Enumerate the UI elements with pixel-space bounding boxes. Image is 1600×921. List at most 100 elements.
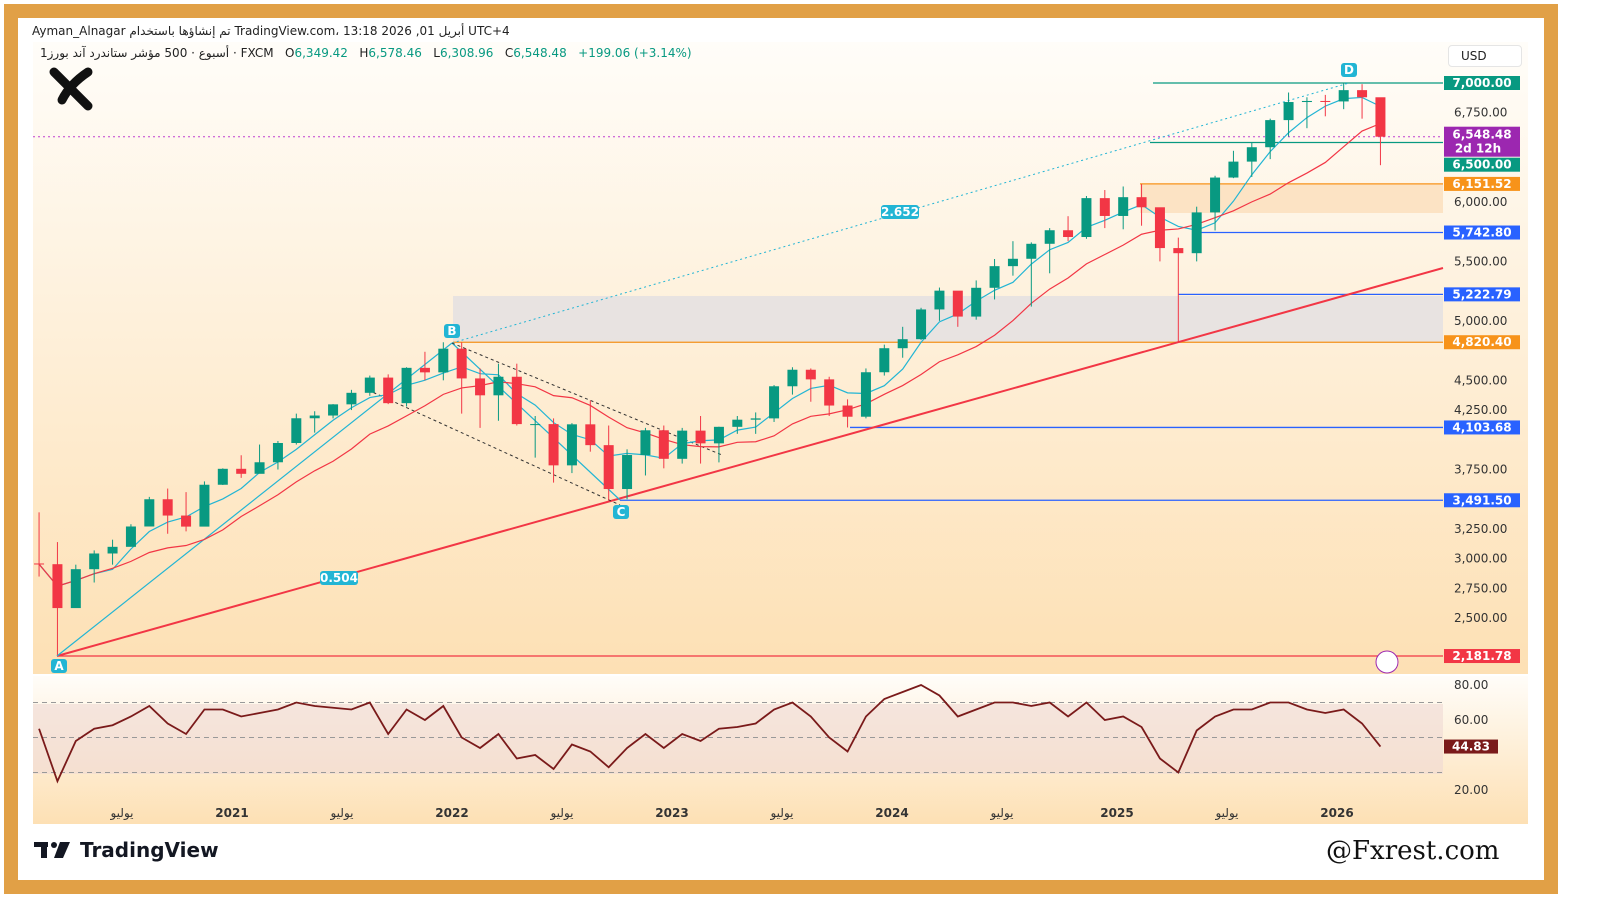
candle-body [971,287,982,317]
level-price-text: 4,820.40 [1452,335,1511,349]
rsi-value-text: 44.83 [1452,740,1490,754]
candle-body [217,468,228,485]
rsi-tick-label: 20.00 [1454,783,1488,797]
candle-body [934,290,945,310]
price-pane-background [33,42,1528,674]
candle-body [677,430,688,459]
time-tick-label: 2021 [215,806,248,820]
low-label: L [433,46,440,60]
candle-body [364,377,375,393]
candle-body [1228,161,1239,178]
candle-body [916,309,927,340]
high-value: 6,578.46 [368,46,422,60]
tradingview-wordmark: TradingView [80,838,219,862]
candle-body [1357,90,1368,98]
last-price-tag [1444,126,1520,157]
last-price-text: 6,548.48 [1452,128,1511,142]
rsi-tick-label: 60.00 [1454,713,1488,727]
price-tick-label: 3,000.00 [1454,552,1507,566]
candle-body [603,445,614,490]
level-price-tag [1444,493,1520,508]
level-price-tag [1444,335,1520,350]
candle-body [70,569,81,609]
candle-body [346,392,357,405]
time-tick-label: يوليو [549,806,573,821]
ratio-label: 0.504 [320,571,358,585]
level-price-tag [1444,649,1520,664]
price-tick-label: 4,500.00 [1454,373,1507,387]
candle-body [125,526,136,547]
candle-body [787,369,798,387]
high-label: H [359,46,369,60]
candle-body [695,430,706,444]
ratio-badge [320,571,358,585]
candle-body [309,415,320,419]
low-value: 6,308.96 [439,46,494,60]
rsi-band [33,704,1443,774]
candle-body [181,515,192,527]
time-tick-label: يوليو [109,806,133,821]
candle-body [272,443,283,463]
time-tick-label: 2026 [1320,806,1353,820]
candle-body [89,553,100,570]
candle-body [566,424,577,466]
candle-body [144,499,155,527]
candle-body [291,418,302,444]
change-value: +199.06 (+3.14%) [578,46,692,60]
candle-body [419,367,430,373]
tradingview-logo: TradingView [34,838,219,862]
currency-button[interactable]: USD [1448,45,1522,67]
candle-body [989,266,1000,288]
price-tick-label: 5,000.00 [1454,314,1507,328]
candle-body [1210,177,1221,213]
candle-body [548,424,559,466]
level-price-tag [1444,176,1520,191]
candle-body [658,430,669,459]
time-tick-label: يوليو [1214,806,1238,821]
candle-body [897,339,908,349]
candle-body [34,563,45,565]
candle-body [1007,258,1018,267]
price-tick-label: 3,750.00 [1454,463,1507,477]
rsi-tick-label: 80.00 [1454,678,1488,692]
candle-body [1320,100,1331,102]
level-price-text: 6,500.00 [1452,158,1511,172]
candle-body [879,348,890,373]
open-label: O [285,46,295,60]
tv-logo-icon [34,842,70,858]
candle-body [1246,147,1257,162]
candle-body [952,290,963,317]
close-value: 6,548.48 [513,46,567,60]
price-tick-label: 5,500.00 [1454,254,1507,268]
ratio-label: 2.652 [881,205,919,219]
candle-body [254,462,265,474]
candle-body [401,367,412,404]
point-marker [1341,63,1357,77]
candle-body [1044,230,1055,244]
candle-body [585,424,596,446]
candle-body [236,468,247,474]
time-tick-label: 2024 [875,806,908,820]
author-logo-icon [49,67,93,111]
ratio-badge [881,205,919,219]
candle-body [1136,197,1147,208]
point-marker [444,324,460,338]
candle-body [107,546,118,554]
level-price-tag [1444,225,1520,240]
candle-body [1154,207,1165,249]
range-box [453,296,1443,343]
author-handle: @Fxrest.com [1326,836,1500,866]
time-tick-label: يوليو [769,806,793,821]
level-price-text: 5,742.80 [1452,226,1511,240]
level-price-tag [1444,157,1520,172]
candle-body [732,419,743,427]
candle-body [842,405,853,417]
price-tick-label: 2,500.00 [1454,611,1507,625]
price-tick-label: 3,250.00 [1454,522,1507,536]
candle-body [1099,198,1110,216]
point-label: B [447,324,456,338]
candle-body [52,564,63,609]
channel-upper [451,342,723,456]
symbol-legend[interactable]: 1أسبوع · 500 مؤشر ستاندرد آند بورز · FXC… [40,46,692,60]
